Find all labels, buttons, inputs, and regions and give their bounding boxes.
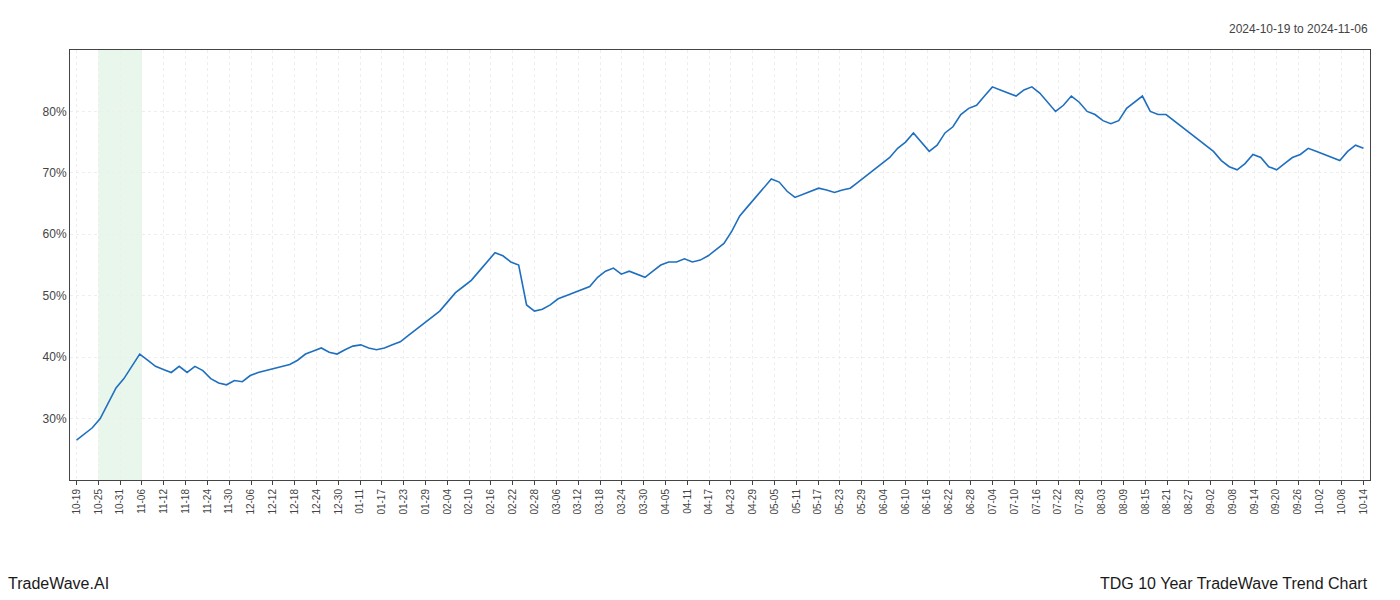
svg-text:03-18: 03-18 <box>594 489 605 515</box>
svg-text:06-04: 06-04 <box>878 489 889 515</box>
svg-text:05-29: 05-29 <box>856 489 867 515</box>
svg-text:06-22: 06-22 <box>943 489 954 515</box>
svg-text:40%: 40% <box>43 350 67 364</box>
svg-text:09-14: 09-14 <box>1249 489 1260 515</box>
svg-text:08-27: 08-27 <box>1183 489 1194 515</box>
svg-text:08-09: 08-09 <box>1118 489 1129 515</box>
svg-text:04-23: 04-23 <box>725 489 736 515</box>
svg-text:03-30: 03-30 <box>638 489 649 515</box>
svg-text:08-03: 08-03 <box>1096 489 1107 515</box>
svg-text:11-12: 11-12 <box>158 489 169 514</box>
svg-text:12-12: 12-12 <box>267 489 278 515</box>
svg-text:02-10: 02-10 <box>463 489 474 515</box>
svg-text:11-18: 11-18 <box>180 489 191 514</box>
svg-text:10-25: 10-25 <box>93 489 104 515</box>
svg-text:2024-10-19 to 2024-11-06: 2024-10-19 to 2024-11-06 <box>1229 22 1368 36</box>
svg-text:10-31: 10-31 <box>114 489 125 515</box>
svg-text:09-20: 09-20 <box>1270 489 1281 515</box>
svg-text:12-30: 12-30 <box>333 489 344 515</box>
svg-text:05-17: 05-17 <box>812 489 823 515</box>
svg-text:07-04: 07-04 <box>987 489 998 515</box>
svg-text:TDG 10 Year TradeWave Trend Ch: TDG 10 Year TradeWave Trend Chart <box>1100 575 1368 592</box>
svg-text:50%: 50% <box>43 289 67 303</box>
svg-text:02-22: 02-22 <box>507 489 518 515</box>
svg-text:10-14: 10-14 <box>1358 489 1369 515</box>
svg-text:08-15: 08-15 <box>1140 489 1151 515</box>
svg-text:70%: 70% <box>43 166 67 180</box>
svg-text:04-17: 04-17 <box>703 489 714 515</box>
svg-text:03-24: 03-24 <box>616 489 627 515</box>
svg-text:03-12: 03-12 <box>572 489 583 515</box>
svg-text:11-24: 11-24 <box>202 489 213 514</box>
svg-text:07-28: 07-28 <box>1074 489 1085 515</box>
svg-text:02-16: 02-16 <box>485 489 496 515</box>
svg-text:03-06: 03-06 <box>551 489 562 515</box>
svg-text:10-08: 10-08 <box>1336 489 1347 515</box>
svg-text:TradeWave.AI: TradeWave.AI <box>8 575 109 592</box>
svg-text:04-05: 04-05 <box>660 489 671 515</box>
svg-text:06-10: 06-10 <box>900 489 911 515</box>
svg-text:05-23: 05-23 <box>834 489 845 515</box>
svg-text:10-02: 10-02 <box>1314 489 1325 515</box>
svg-text:04-29: 04-29 <box>747 489 758 515</box>
svg-text:60%: 60% <box>43 227 67 241</box>
svg-text:09-02: 09-02 <box>1205 489 1216 515</box>
svg-text:01-17: 01-17 <box>376 489 387 515</box>
svg-text:12-06: 12-06 <box>245 489 256 515</box>
svg-text:01-29: 01-29 <box>420 489 431 515</box>
svg-text:30%: 30% <box>43 412 67 426</box>
svg-text:12-18: 12-18 <box>289 489 300 515</box>
svg-text:08-21: 08-21 <box>1161 489 1172 515</box>
svg-text:07-22: 07-22 <box>1052 489 1063 515</box>
svg-text:11-06: 11-06 <box>136 489 147 514</box>
svg-text:09-08: 09-08 <box>1227 489 1238 515</box>
svg-text:80%: 80% <box>43 105 67 119</box>
svg-text:11-30: 11-30 <box>223 489 234 514</box>
svg-text:04-11: 04-11 <box>682 489 693 514</box>
svg-text:05-05: 05-05 <box>769 489 780 515</box>
svg-text:05-11: 05-11 <box>791 489 802 514</box>
svg-text:02-28: 02-28 <box>529 489 540 515</box>
svg-text:10-19: 10-19 <box>71 489 82 515</box>
svg-text:06-16: 06-16 <box>921 489 932 515</box>
svg-text:01-11: 01-11 <box>354 489 365 514</box>
svg-text:12-24: 12-24 <box>311 489 322 515</box>
svg-text:02-04: 02-04 <box>442 489 453 515</box>
svg-text:06-28: 06-28 <box>965 489 976 515</box>
svg-text:01-23: 01-23 <box>398 489 409 515</box>
svg-text:07-16: 07-16 <box>1031 489 1042 515</box>
svg-text:07-10: 07-10 <box>1009 489 1020 515</box>
svg-text:09-26: 09-26 <box>1292 489 1303 515</box>
